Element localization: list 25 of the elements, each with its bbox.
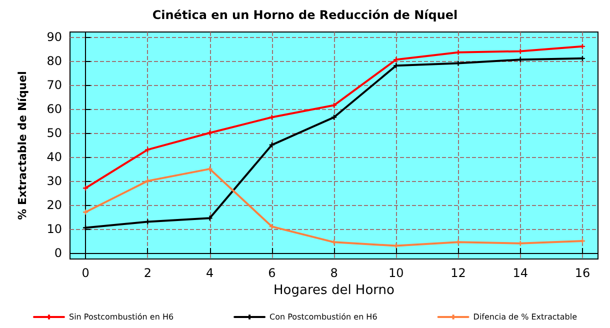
x-tick-label: 10 [388,266,404,280]
y-tick-label: 70 [46,78,62,92]
y-tick-label: 40 [46,150,62,164]
x-axis-title: Hogares del Horno [274,282,395,298]
x-tick-label: 12 [450,266,466,280]
x-tick-label: 16 [574,266,590,280]
legend-label: Con Postcombustión en H6 [270,312,378,322]
x-tick-label: 4 [206,266,214,280]
y-tick-label: 50 [46,126,62,140]
chart-title: Cinética en un Horno de Reducción de Níquel [152,8,458,22]
y-tick-label: 90 [46,30,62,44]
x-tick-label: 2 [144,266,152,280]
x-tick-label: 8 [330,266,338,280]
y-tick-label: 0 [54,246,62,260]
x-tick-label: 0 [82,266,90,280]
y-tick-label: 60 [46,102,62,116]
legend-label: Difencia de % Extractable [473,312,578,322]
y-tick-label: 10 [46,222,62,236]
y-tick-label: 20 [46,198,62,212]
y-tick-label: 30 [46,174,62,188]
x-tick-label: 6 [268,266,276,280]
x-tick-label: 14 [512,266,528,280]
legend-label: Sin Postcombustión en H6 [68,312,174,322]
y-axis-title: % Extractable de Níquel [16,71,29,220]
y-tick-label: 80 [46,54,62,68]
